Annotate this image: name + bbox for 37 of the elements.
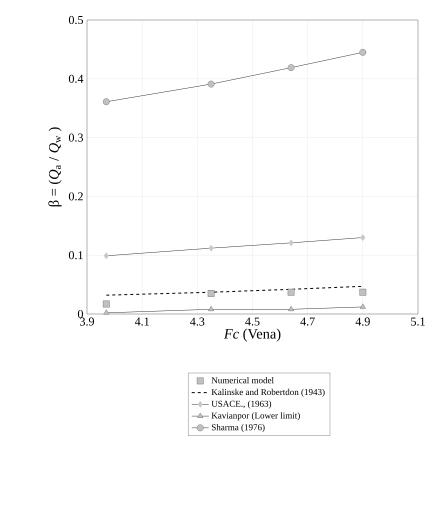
point (208, 244, 214, 252)
x-tick-label: 5.1 (411, 318, 425, 326)
point (288, 288, 295, 296)
point (359, 48, 366, 56)
point (288, 239, 294, 246)
point (103, 309, 110, 315)
y-tick-label: 0 (78, 310, 83, 318)
line-series (106, 286, 364, 296)
point (288, 306, 294, 312)
y-tick-label: 0.5 (68, 16, 83, 24)
x-tick-label: 4.5 (245, 318, 260, 326)
legend-label: Sharma (1976) (212, 424, 265, 432)
legend-label: Kalinske and Robertdon (1943) (212, 388, 325, 397)
x-tick-label: 4.7 (300, 318, 315, 326)
x-tick-label: 3.9 (80, 318, 94, 326)
point (104, 252, 109, 260)
y-tick-label: 0.3 (68, 134, 83, 142)
point (208, 290, 215, 297)
point (102, 300, 110, 308)
point (359, 288, 366, 296)
point (102, 98, 110, 106)
point (360, 234, 366, 241)
legend-label: Numerical model (212, 377, 274, 384)
y-tick-label: 0.2 (68, 192, 83, 200)
x-tick-label: 4.3 (190, 318, 204, 326)
point (208, 306, 214, 312)
y-tick-label: 0.4 (68, 74, 84, 83)
y-axis-title: β = (Q$_{a}$ / Q$_{w}$ ) (48, 127, 62, 206)
x-axis-title: Fc (Vena) (224, 328, 280, 342)
point (208, 80, 215, 88)
x-tick-label: 4.9 (356, 318, 370, 326)
point (288, 64, 295, 72)
legend-label: Kavianpor (Lower limit) (212, 412, 300, 420)
legend-label: USACE., (1963) (211, 400, 272, 409)
x-tick-label: 4.1 (134, 318, 149, 326)
point (360, 304, 366, 309)
y-tick-label: 0.1 (68, 251, 83, 260)
